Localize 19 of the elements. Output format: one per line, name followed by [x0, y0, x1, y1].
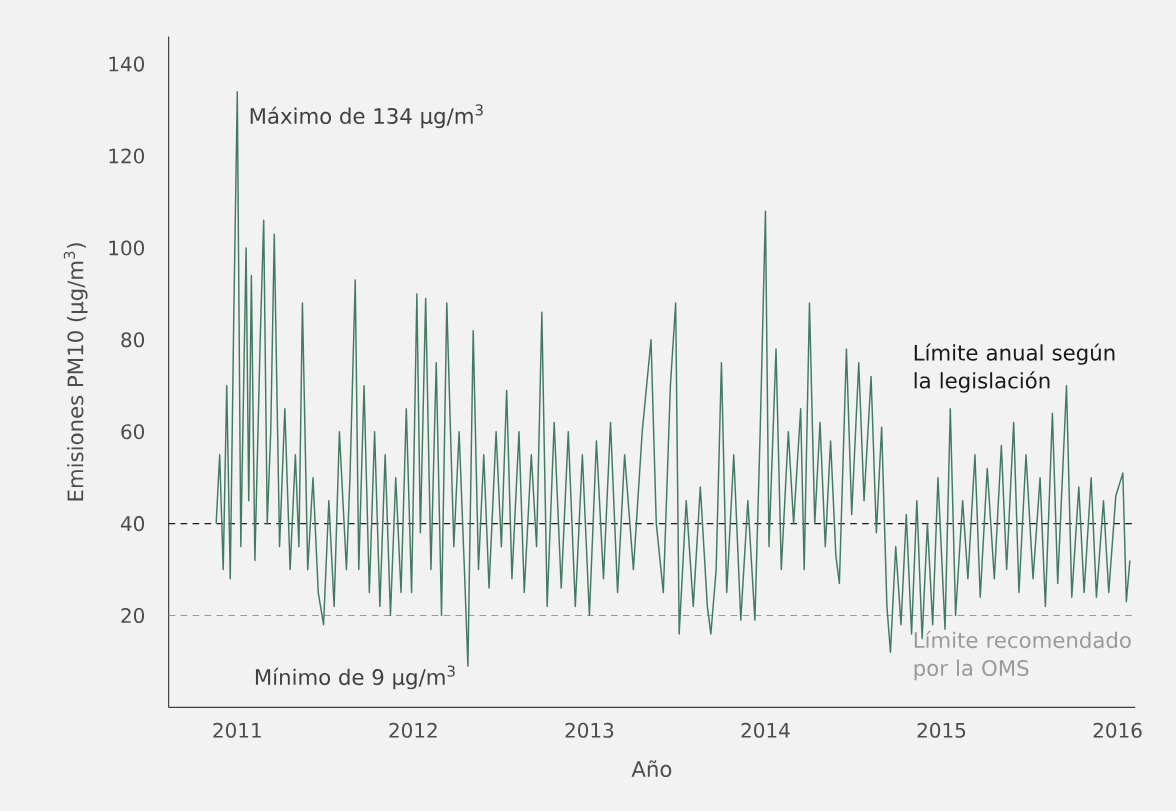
- x-tick-label: 2011: [213, 722, 261, 738]
- y-tick-label: 140: [109, 56, 145, 72]
- y-tick-label: 60: [121, 424, 145, 440]
- x-tick-label: 2012: [389, 722, 437, 738]
- annotation: Máximo de 134 µg/m$^{3}$: [250, 104, 483, 129]
- ref-line-label: Límite recomendado por la OMS: [914, 630, 1131, 681]
- annotation: Mínimo de 9 µg/m$^{3}$: [255, 665, 455, 690]
- y-axis-title: Emisiones PM10 (µg/m$^{3}$): [63, 243, 88, 501]
- y-tick-label: 120: [109, 148, 145, 164]
- x-tick-label: 2016: [1093, 722, 1142, 738]
- y-tick-label: 80: [121, 332, 145, 348]
- y-tick-label: 40: [120, 516, 145, 532]
- x-tick-label: 2014: [741, 722, 790, 738]
- y-tick-label: 100: [109, 240, 145, 256]
- x-axis-title: Año: [631, 760, 672, 778]
- x-tick-label: 2015: [917, 722, 966, 738]
- y-tick-label: 20: [121, 607, 145, 624]
- x-tick-label: 2013: [565, 722, 614, 738]
- ref-line-label: Límite anual según la legislación: [914, 343, 1115, 393]
